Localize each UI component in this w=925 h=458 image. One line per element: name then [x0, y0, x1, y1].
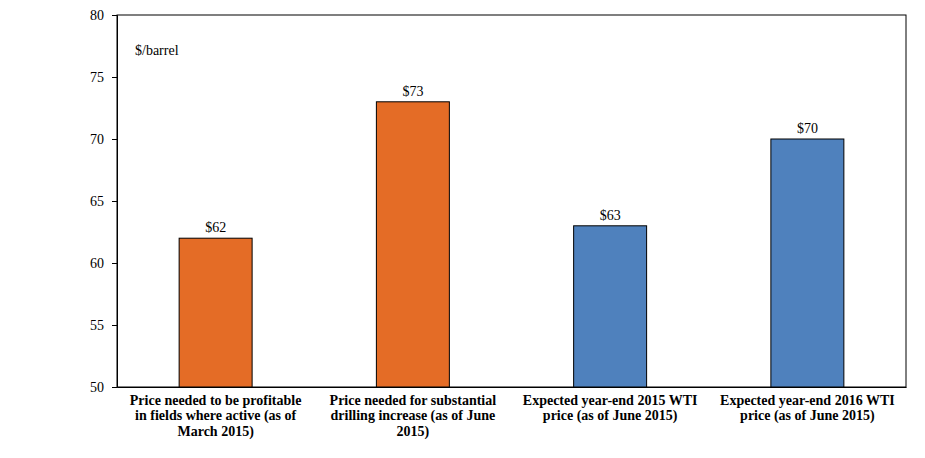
- y-tick: 75: [90, 70, 117, 85]
- y-tick-mark: [112, 263, 117, 264]
- data-label: $63: [600, 208, 621, 223]
- y-tick-label: 50: [90, 380, 104, 395]
- data-labels: $62 $73 $63 $70: [205, 84, 818, 235]
- y-tick: 70: [90, 132, 117, 147]
- bar: [376, 102, 449, 387]
- y-tick-mark: [112, 15, 117, 16]
- data-label: $70: [797, 121, 818, 136]
- y-axis-title: $/barrel: [135, 43, 179, 58]
- y-tick-mark: [112, 387, 117, 388]
- x-axis-line: [118, 387, 907, 388]
- y-axis: 50 55 60 65 70 75 80: [90, 8, 118, 395]
- y-tick: 60: [90, 256, 117, 271]
- y-tick-label: 65: [90, 194, 104, 209]
- y-axis-line: [112, 16, 118, 388]
- y-tick-label: 60: [90, 256, 104, 271]
- plot-frame: [117, 15, 906, 387]
- y-tick: 80: [90, 8, 117, 23]
- data-label: $62: [205, 220, 226, 235]
- x-axis: [118, 387, 907, 389]
- bar: [771, 139, 844, 387]
- y-tick-label: 80: [90, 8, 104, 23]
- y-tick-mark: [112, 77, 117, 78]
- y-tick-label: 55: [90, 318, 104, 333]
- bars: [179, 102, 844, 387]
- x-tick-label: Price needed for substantialdrilling inc…: [330, 393, 497, 440]
- y-tick-mark: [112, 139, 117, 140]
- chart: 50 55 60 65 70 75 80 Price needed to be profita…: [0, 0, 925, 458]
- data-label: $73: [402, 84, 423, 99]
- x-tick-label: Expected year-end 2016 WTIprice (as of J…: [720, 393, 895, 424]
- y-tick-mark: [112, 325, 117, 326]
- y-tick: 65: [90, 194, 117, 209]
- y-tick-label: 70: [90, 132, 104, 147]
- plot: 50 55 60 65 70 75 80 Price needed to be profita…: [90, 8, 907, 440]
- x-tick-label: Expected year-end 2015 WTIprice (as of J…: [523, 393, 698, 424]
- x-tick-label: Price needed to be profitablein fields w…: [130, 393, 302, 440]
- y-tick: 50: [90, 380, 117, 395]
- y-tick: 55: [90, 318, 117, 333]
- bar: [179, 238, 252, 387]
- bar: [574, 226, 647, 387]
- y-tick-mark: [112, 201, 117, 202]
- y-tick-label: 75: [90, 70, 104, 85]
